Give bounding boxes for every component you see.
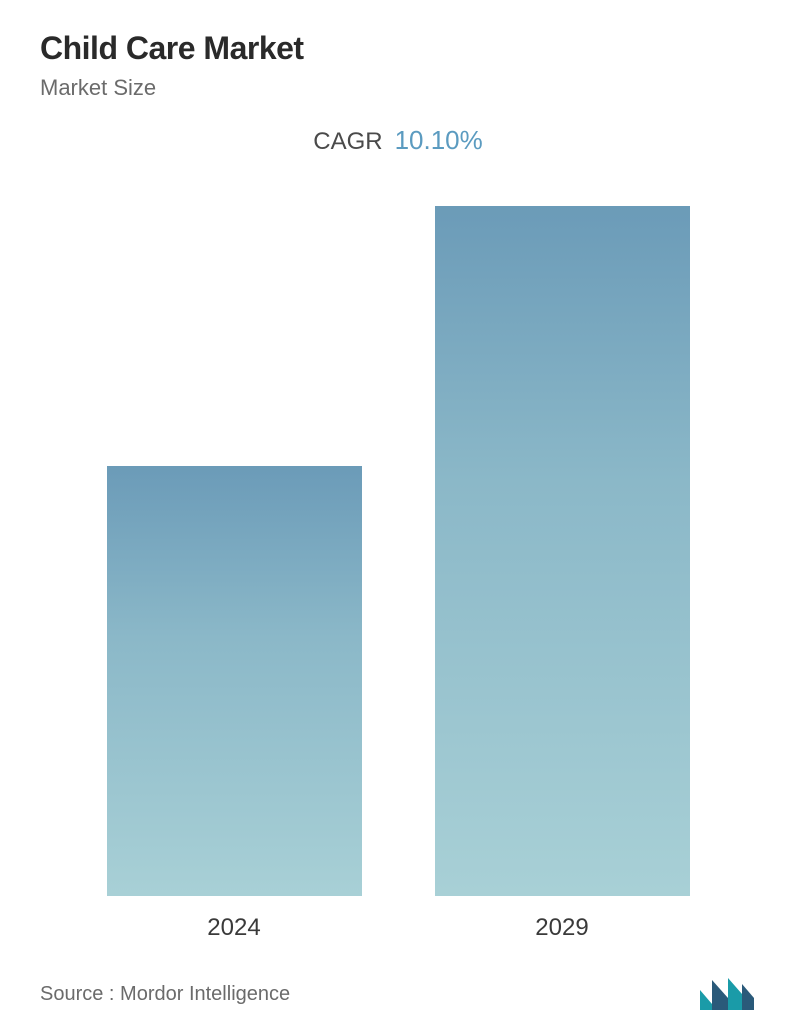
page-subtitle: Market Size — [40, 75, 756, 101]
brand-logo — [698, 976, 756, 1012]
page-title: Child Care Market — [40, 30, 756, 67]
source-text: Source : Mordor Intelligence — [40, 983, 290, 1006]
chart-container: Child Care Market Market Size CAGR 10.10… — [0, 0, 796, 1034]
logo-shape-4 — [742, 984, 754, 1010]
bar-group-1: 2029 — [435, 206, 690, 942]
bar-0 — [107, 466, 362, 896]
bar-group-0: 2024 — [107, 206, 362, 942]
cagr-row: CAGR 10.10% — [40, 125, 756, 156]
footer: Source : Mordor Intelligence — [40, 952, 756, 1012]
bar-chart: 2024 2029 — [40, 166, 756, 942]
bar-1 — [435, 206, 690, 896]
cagr-label: CAGR — [313, 128, 382, 156]
cagr-value: 10.10% — [395, 125, 483, 156]
x-label-1: 2029 — [535, 914, 588, 942]
logo-shape-1 — [700, 990, 712, 1010]
x-label-0: 2024 — [207, 914, 260, 942]
logo-shape-2 — [712, 980, 728, 1010]
logo-shape-3 — [728, 978, 742, 1010]
